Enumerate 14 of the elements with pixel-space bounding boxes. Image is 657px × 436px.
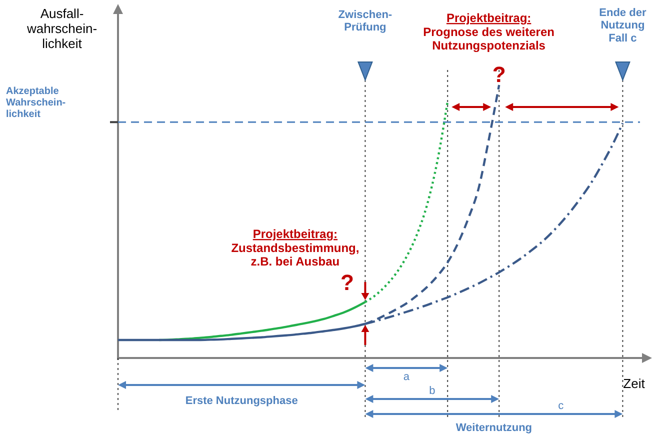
annotation: ?	[492, 62, 506, 87]
text: c	[558, 400, 564, 412]
text: Erste Nutzungsphase	[185, 395, 298, 407]
text: b	[429, 385, 436, 397]
annotation: Projektbeitrag: Zustandsbestimmung, z.B. bei Ausbau	[231, 227, 360, 269]
text: a	[403, 371, 410, 383]
text: Weiternutzung	[456, 422, 532, 434]
annotation: ?	[340, 270, 354, 295]
y-axis-title: Ausfall- wahrschein- lichkeit	[26, 6, 98, 51]
x-axis-title: Zeit	[623, 376, 646, 391]
ref-line-label: Akzeptable Wahrschein- lichkeit	[6, 86, 66, 120]
text: Ende der Nutzung Fall c	[599, 7, 647, 44]
text: Zwischen- Prüfung	[338, 9, 392, 34]
text: Projektbeitrag: Prognose des weiteren Nutzungspotenzials	[423, 11, 554, 53]
